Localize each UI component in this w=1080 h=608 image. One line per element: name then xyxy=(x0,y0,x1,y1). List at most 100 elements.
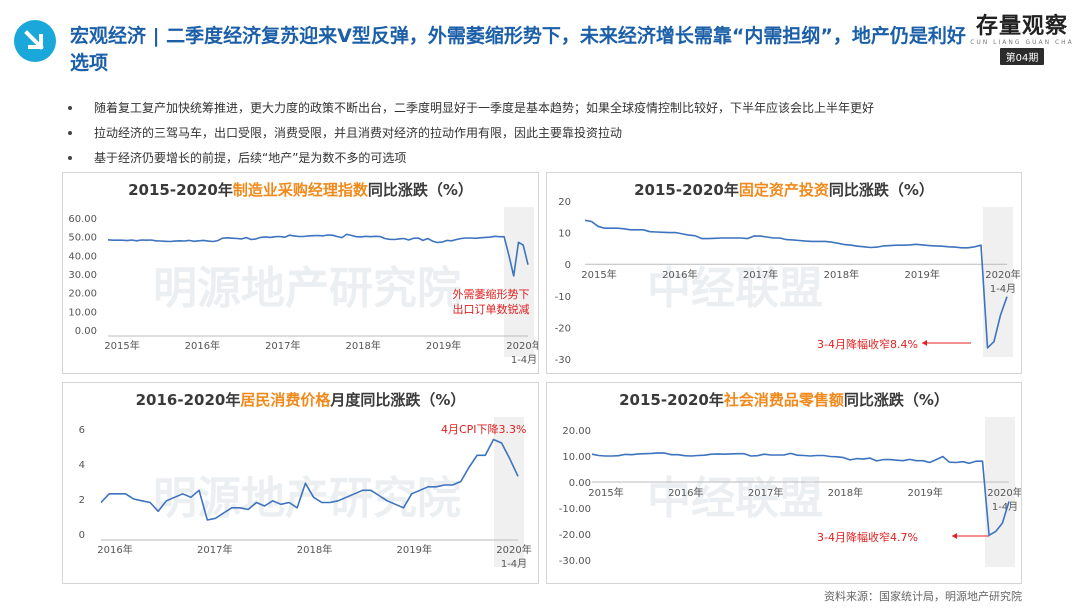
brand-block: 存量观察 CUN LIANG GUAN CHA 第04期 xyxy=(968,8,1076,65)
chart-title-highlight: 固定资产投资 xyxy=(738,181,829,199)
chart-fixed-asset: 中经联盟 20 10 0 -10 -20 -30 2015年 2016年 2017年 2018年 20… xyxy=(555,197,1021,366)
chart-title-post: 同比涨跌（%） xyxy=(367,181,473,199)
bullet-dot-icon xyxy=(68,156,72,160)
y-tick-label: 0.00 xyxy=(75,326,97,337)
y-tick-label: -30.00 xyxy=(559,556,591,567)
watermark-text: 中经联盟 xyxy=(647,263,823,314)
y-tick-label: 0 xyxy=(565,260,571,271)
y-tick-label: 60.00 xyxy=(68,214,97,225)
chart-panel-pmi: 明源地产研究院 60.00 50.00 40.00 30.00 20.00 10.00 0.0… xyxy=(62,172,539,374)
y-tick-label: -30 xyxy=(555,355,571,366)
x-tick-label: 2015年 xyxy=(581,268,616,281)
logo-badge xyxy=(14,20,56,62)
y-tick-label: 10.00 xyxy=(68,307,97,318)
bullet-item: 基于经济仍要增长的前提，后续“地产”是为数不多的可选项 xyxy=(68,148,1058,173)
y-tick-label: -20.00 xyxy=(559,530,591,541)
highlight-band xyxy=(985,417,1015,567)
x-tick-sublabel: 1-4月 xyxy=(990,283,1016,295)
x-tick-label: 2015年 xyxy=(588,486,623,499)
x-tick-label: 2018年 xyxy=(828,486,863,499)
bullet-item: 拉动经济的三驾马车，出口受限，消费受限，并且消费对经济的拉动作用有限，因此主要靠… xyxy=(68,123,1058,148)
bullet-dot-icon xyxy=(68,106,72,110)
x-tick-label: 2020年 xyxy=(985,268,1020,281)
highlight-band xyxy=(504,207,534,357)
x-tick-sublabel: 1-4月 xyxy=(501,558,527,570)
y-tick-label: 2 xyxy=(79,495,85,506)
x-tick-label: 2019年 xyxy=(907,486,942,499)
brand-name: 存量观察 xyxy=(975,14,1068,39)
x-tick-label: 2017年 xyxy=(265,339,300,352)
chart-title-post: 同比涨跌（%） xyxy=(828,181,934,199)
bullet-list: 随着复工复产加快统筹推进，更大力度的政策不断出台，二季度明显好于一季度是基本趋势… xyxy=(68,98,1058,173)
annotation-text: 外需萎缩形势下 xyxy=(453,288,530,301)
annotation-text: 3-4月降幅收窄4.7% xyxy=(817,530,918,544)
x-tick-label: 2017年 xyxy=(197,543,232,556)
bullet-dot-icon xyxy=(68,131,72,135)
x-tick-label: 2019年 xyxy=(426,339,461,352)
series-line xyxy=(591,452,1010,537)
bullet-text: 拉动经济的三驾马车，出口受限，消费受限，并且消费对经济的拉动作用有限，因此主要靠… xyxy=(94,126,623,140)
chart-title-pre: 2015-2020年 xyxy=(619,391,724,409)
chart-title: 2016-2020年居民消费价格月度同比涨跌（%） xyxy=(63,389,538,410)
annotation-text: 出口订单数锐减 xyxy=(453,302,530,316)
y-tick-label: 20.00 xyxy=(68,289,97,300)
chart-title: 2015-2020年社会消费品零售额同比涨跌（%） xyxy=(547,389,1021,410)
x-tick-label: 2020年 xyxy=(987,486,1021,499)
chart-cpi: 明源地产研究院 6 4 2 0 2016年 2017年 2018年 2019年 2020年 1-4月… xyxy=(79,417,532,570)
chart-title: 2015-2020年固定资产投资同比涨跌（%） xyxy=(547,179,1021,200)
data-source: 资料来源：国家统计局，明源地产研究院 xyxy=(824,590,1022,603)
chart-pmi: 明源地产研究院 60.00 50.00 40.00 30.00 20.00 10.00 0.0… xyxy=(68,207,538,366)
annotation-arrow-head xyxy=(952,533,957,539)
arrow-down-right-icon xyxy=(24,30,44,50)
x-tick-label: 2019年 xyxy=(904,268,939,281)
chart-panel-cpi: 明源地产研究院 6 4 2 0 2016年 2017年 2018年 2019年 2020年 1-4月… xyxy=(62,382,539,584)
x-tick-label: 2015年 xyxy=(104,339,139,352)
y-tick-label: -10 xyxy=(555,292,571,303)
watermark-text: 明源地产研究院 xyxy=(153,473,461,524)
y-tick-label: 6 xyxy=(79,425,85,436)
x-tick-sublabel: 1-4月 xyxy=(511,354,537,366)
annotation-arrow-head xyxy=(922,340,927,346)
chart-title: 2015-2020年制造业采购经理指数同比涨跌（%） xyxy=(63,179,538,200)
chart-title-highlight: 居民消费价格 xyxy=(240,391,331,409)
y-tick-label: 20 xyxy=(558,197,571,208)
y-tick-label: 10 xyxy=(558,229,571,240)
page-title: 宏观经济 | 二季度经济复苏迎来V型反弹，外需萎缩形势下，未来经济增长需靠“内需… xyxy=(70,25,966,74)
y-tick-label: 50.00 xyxy=(68,233,97,244)
x-tick-label: 2016年 xyxy=(662,268,697,281)
y-tick-label: 40.00 xyxy=(68,251,97,262)
annotation-text: 4月CPI下降3.3% xyxy=(441,422,527,436)
chart-title-highlight: 社会消费品零售额 xyxy=(723,391,844,409)
x-tick-label: 2017年 xyxy=(748,486,783,499)
chart-panel-fixed-asset: 中经联盟 20 10 0 -10 -20 -30 2015年 2016年 2017年 2018年 20… xyxy=(546,172,1022,374)
chart-retail: 中经联盟20.0010.000.00-10.00-20.00-30.002015… xyxy=(559,417,1021,567)
annotation-text: 3-4月降幅收窄8.4% xyxy=(817,337,918,351)
y-tick-label: -20 xyxy=(555,323,571,334)
chart-title-post: 月度同比涨跌（%） xyxy=(330,391,466,409)
watermark-text: 明源地产研究院 xyxy=(153,263,461,314)
x-tick-label: 2018年 xyxy=(297,543,332,556)
chart-title-pre: 2015-2020年 xyxy=(128,181,233,199)
chart-panel-retail: 中经联盟 20.00 10.00 0.00 -10.00 -20.00 -30.00 2015… xyxy=(546,382,1022,584)
y-tick-label: -10.00 xyxy=(559,504,591,515)
chart-title-post: 同比涨跌（%） xyxy=(843,391,949,409)
y-tick-label: 4 xyxy=(79,460,85,471)
highlight-band xyxy=(983,207,1013,357)
x-tick-label: 2016年 xyxy=(97,543,132,556)
chart-title-highlight: 制造业采购经理指数 xyxy=(232,181,368,199)
bullet-text: 基于经济仍要增长的前提，后续“地产”是为数不多的可选项 xyxy=(94,151,407,165)
x-tick-label: 2016年 xyxy=(185,339,220,352)
y-tick-label: 0 xyxy=(79,530,85,541)
brand-subtitle: CUN LIANG GUAN CHA xyxy=(970,39,1074,46)
series-line xyxy=(107,233,529,277)
x-tick-label: 2016年 xyxy=(668,486,703,499)
series-line xyxy=(584,219,1008,349)
y-tick-label: 20.00 xyxy=(562,426,591,437)
x-tick-label: 2019年 xyxy=(397,543,432,556)
x-tick-label: 2020年 xyxy=(496,543,531,556)
y-tick-label: 10.00 xyxy=(562,452,591,463)
issue-badge: 第04期 xyxy=(999,48,1045,65)
bullet-item: 随着复工复产加快统筹推进，更大力度的政策不断出台，二季度明显好于一季度是基本趋势… xyxy=(68,98,1058,123)
series-line xyxy=(100,438,519,521)
x-tick-label: 2018年 xyxy=(345,339,380,352)
